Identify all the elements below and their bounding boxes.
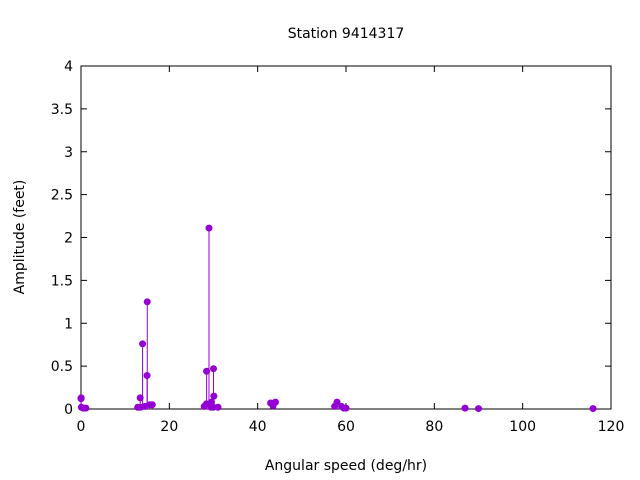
data-point	[461, 404, 469, 412]
x-tick-label: 40	[249, 419, 267, 435]
y-tick-label: 1.5	[51, 273, 73, 289]
y-tick-label: 1	[64, 316, 73, 332]
data-point	[210, 392, 218, 400]
data-point	[77, 394, 85, 402]
data-point	[205, 224, 213, 232]
y-axis-label: Amplitude (feet)	[12, 180, 28, 295]
y-tick-label: 2.5	[51, 188, 73, 204]
y-tick-label: 4	[64, 59, 73, 75]
chart-title: Station 9414317	[288, 26, 405, 42]
y-tick-label: 2	[64, 231, 73, 247]
data-point	[143, 298, 151, 306]
data-point	[342, 404, 350, 412]
data-point	[210, 365, 217, 373]
data-point	[475, 405, 482, 413]
x-tick-label: 20	[160, 419, 178, 435]
plot-frame	[80, 65, 612, 410]
x-tick-label: 0	[77, 419, 86, 435]
data-point	[139, 340, 147, 348]
y-tick-label: 0	[64, 402, 73, 418]
x-tick-label: 120	[598, 419, 625, 435]
y-tick-label: 3	[64, 145, 73, 161]
data-marks	[77, 224, 597, 413]
x-tick-label: 80	[425, 419, 443, 435]
data-point	[589, 405, 597, 413]
data-point	[203, 367, 211, 375]
axes: 0 20 40 60 80 100 120 0 0.5 1 1.5 2 2.5 3 3.5 4	[51, 59, 625, 435]
y-tick-label: 0.5	[51, 359, 73, 375]
x-tick-label: 100	[509, 419, 536, 435]
data-point	[136, 394, 144, 402]
data-point	[271, 398, 279, 406]
data-point	[333, 398, 341, 406]
data-point	[214, 403, 222, 411]
data-point	[148, 401, 156, 409]
data-point	[82, 404, 90, 412]
y-tick-label: 3.5	[51, 102, 73, 118]
x-axis-label: Angular speed (deg/hr)	[265, 458, 427, 474]
x-tick-label: 60	[337, 419, 355, 435]
